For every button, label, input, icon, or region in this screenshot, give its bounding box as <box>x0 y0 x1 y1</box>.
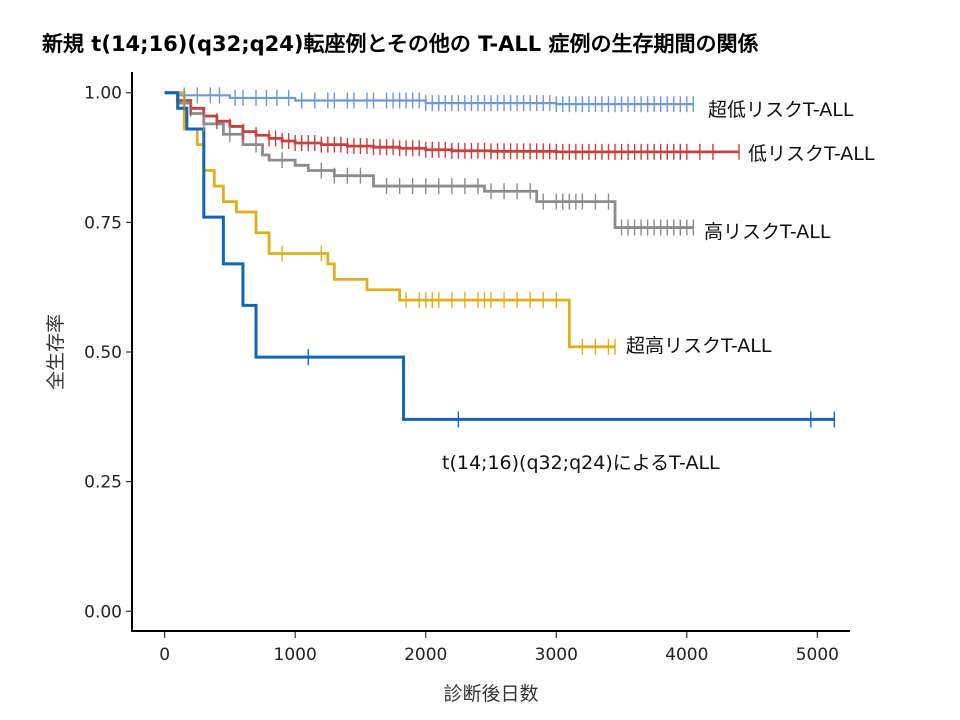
series-labels: 超低リスクT-ALL 低リスクT-ALL 高リスクT-ALL 超高リスクT-ALL t(… <box>442 99 875 474</box>
series-label-high-risk: 高リスクT-ALL <box>704 221 831 243</box>
series-label-very-low-risk: 超低リスクT-ALL <box>708 99 854 121</box>
series-label-low-risk: 低リスクT-ALL <box>748 143 875 165</box>
x-tick-label: 2000 <box>404 645 447 665</box>
x-axis-title: 診断後日数 <box>443 683 538 705</box>
x-tick-label: 4000 <box>665 645 708 665</box>
survival-curves <box>164 91 835 421</box>
y-tick-label: 0.25 <box>84 473 122 493</box>
series-label-very-high-risk: 超高リスクT-ALL <box>626 335 772 357</box>
x-ticks: 0 1000 2000 3000 4000 5000 <box>159 632 839 665</box>
y-axis-title: 全生存率 <box>45 314 67 390</box>
x-tick-label: 5000 <box>796 645 839 665</box>
censor-marks <box>183 87 836 428</box>
curve-t14-16 <box>164 91 835 421</box>
chart-title: 新規 t(14;16)(q32;q24)転座例とその他の T-ALL 症例の生存… <box>42 32 759 56</box>
y-tick-label: 0.00 <box>84 602 122 622</box>
x-tick-label: 3000 <box>535 645 578 665</box>
y-tick-label: 0.75 <box>84 213 122 233</box>
y-ticks: 0.00 0.25 0.50 0.75 1.00 <box>84 84 132 622</box>
x-tick-label: 1000 <box>274 645 317 665</box>
y-tick-label: 1.00 <box>84 84 122 104</box>
series-label-t14-16: t(14;16)(q32;q24)によるT-ALL <box>442 452 720 474</box>
x-tick-label: 0 <box>159 645 170 665</box>
y-tick-label: 0.50 <box>84 343 122 363</box>
curve-very-high-risk <box>164 91 616 349</box>
plot-panel <box>132 72 850 632</box>
